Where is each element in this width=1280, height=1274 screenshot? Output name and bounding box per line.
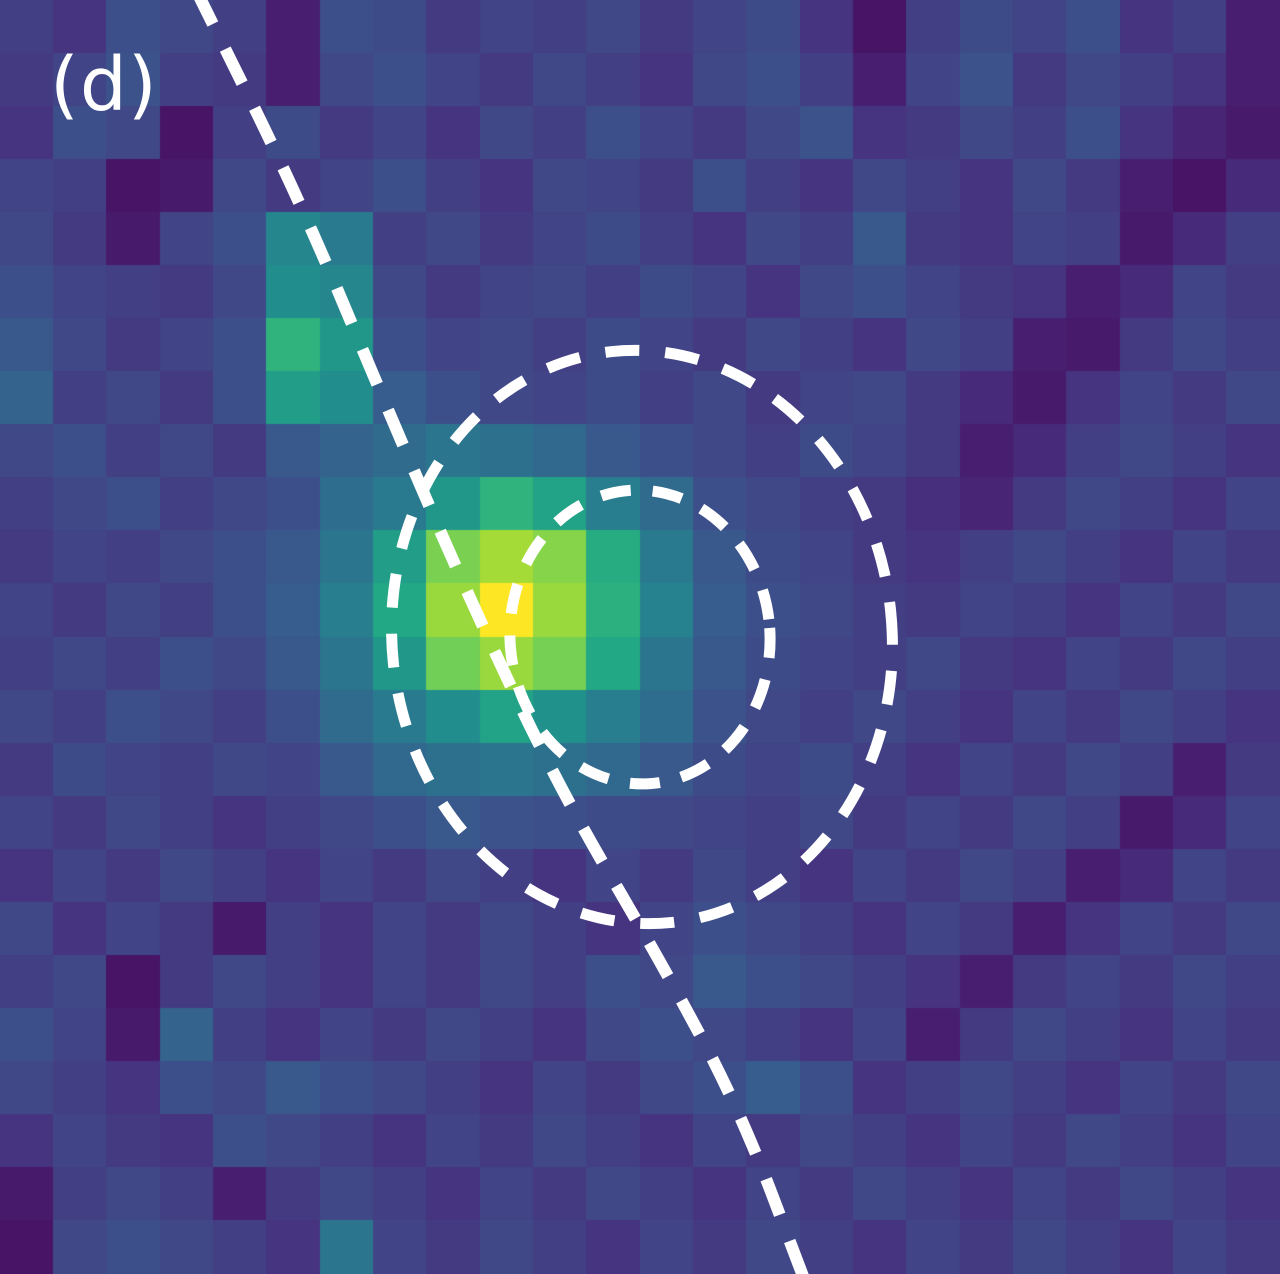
outer-aperture-ellipse bbox=[386, 344, 898, 930]
panel-label: (d) bbox=[50, 42, 158, 128]
inner-aperture-ellipse bbox=[504, 484, 776, 790]
trajectory-line bbox=[194, 0, 809, 1274]
